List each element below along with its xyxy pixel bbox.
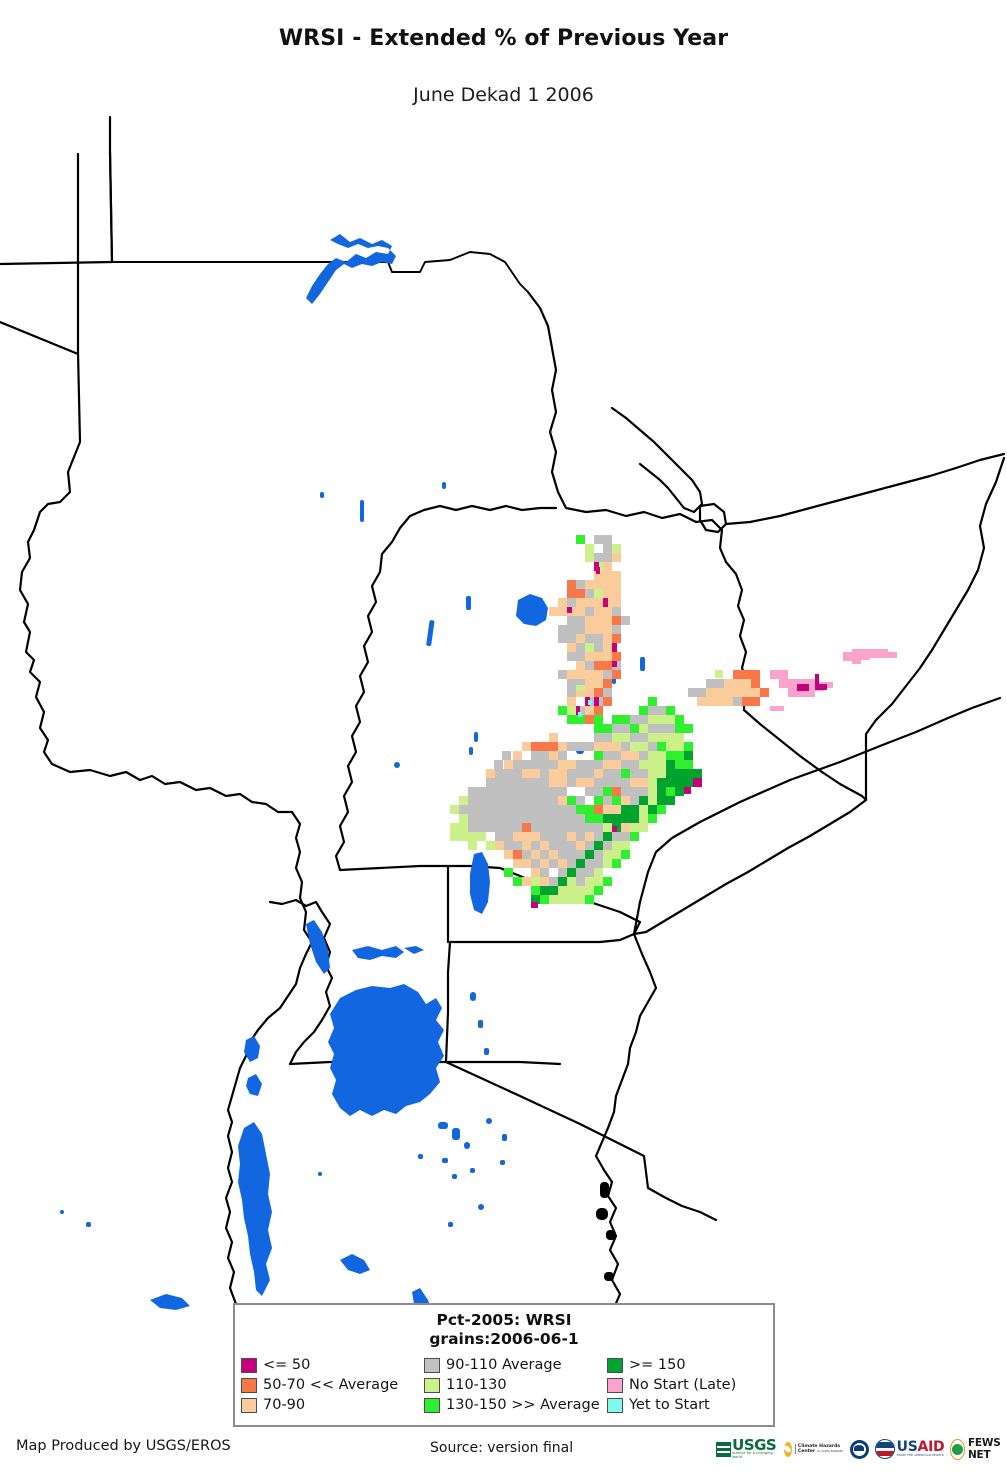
noaa-seal-icon: [849, 1439, 869, 1459]
legend-swatch-icon: [424, 1377, 440, 1393]
chc-logo-text: Climate Hazards Center UC SANTA BARBARA: [794, 1443, 844, 1455]
legend-swatch-icon: [241, 1397, 257, 1413]
legend-swatch-icon: [607, 1377, 623, 1393]
wrsi-raster-north: [549, 535, 630, 724]
country-borders: [0, 115, 1006, 1310]
chc-logo-name: Climate Hazards Center: [797, 1443, 841, 1454]
legend-title: Pct-2005: WRSI grains:2006-06-1: [235, 1311, 773, 1349]
legend-item-label: No Start (Late): [629, 1376, 737, 1393]
usaid-logo: USAID FROM THE AMERICAN PEOPLE: [874, 1436, 945, 1462]
page-title: WRSI - Extended % of Previous Year: [278, 26, 729, 51]
usaid-logo-aid: AID: [917, 1439, 945, 1455]
wrsi-raster-south: [450, 697, 702, 908]
legend-item-label: Yet to Start: [629, 1396, 710, 1413]
map-source: Source: version final: [430, 1440, 574, 1456]
legend-swatch-icon: [607, 1397, 623, 1413]
footer: Map Produced by USGS/EROS Source: versio…: [0, 1432, 1007, 1473]
wrsi-raster-misc: [450, 733, 558, 814]
legend-item-90-110[interactable]: 90-110 Average: [424, 1355, 607, 1375]
usaid-seal-icon: [874, 1439, 895, 1459]
usgs-logo: USGS science for a changing world: [716, 1436, 778, 1462]
wrsi-raster-horn: [688, 649, 897, 711]
legend-item-label: 50-70 << Average: [263, 1376, 399, 1393]
fewsnet-logo: FEWS NET: [950, 1436, 1007, 1462]
chc-drop-icon: [783, 1441, 793, 1457]
legend-item-lte-50[interactable]: <= 50: [241, 1355, 424, 1375]
legend-title-line1: Pct-2005: WRSI: [436, 1311, 572, 1329]
fewsnet-logo-text: FEWS NET: [967, 1437, 1001, 1461]
page-subtitle: June Dekad 1 2006: [413, 84, 594, 106]
legend-item-no-start-late[interactable]: No Start (Late): [607, 1375, 775, 1395]
map-credit: Map Produced by USGS/EROS: [16, 1438, 231, 1454]
legend-item-50-70[interactable]: 50-70 << Average: [241, 1375, 424, 1395]
usgs-mark-icon: [716, 1441, 732, 1457]
legend-item-label: 110-130: [446, 1376, 507, 1393]
usgs-logo-tagline: science for a changing world: [732, 1451, 773, 1459]
chc-logo-tagline: UC SANTA BARBARA: [816, 1450, 844, 1453]
fewsnet-globe-icon: [950, 1438, 965, 1460]
legend-item-130-150[interactable]: 130-150 >> Average: [424, 1395, 607, 1415]
noaa-logo: [849, 1436, 869, 1462]
legend-item-label: <= 50: [263, 1356, 311, 1373]
legend-item-label: 90-110 Average: [446, 1356, 562, 1373]
usgs-logo-text: USGS: [732, 1436, 777, 1454]
map-canvas[interactable]: [0, 112, 1007, 1312]
legend-item-70-90[interactable]: 70-90: [241, 1395, 424, 1415]
legend-item-yet-to-start[interactable]: Yet to Start: [607, 1395, 775, 1415]
usaid-logo-tagline: FROM THE AMERICAN PEOPLE: [896, 1453, 945, 1457]
legend-item-label: 70-90: [263, 1396, 306, 1413]
legend-items: <= 50 90-110 Average >= 150 50-70 << Ave…: [241, 1355, 773, 1415]
legend-item-gte-150[interactable]: >= 150: [607, 1355, 775, 1375]
legend-title-line2: grains:2006-06-1: [429, 1330, 579, 1348]
legend-swatch-icon: [241, 1357, 257, 1373]
map-legend: Pct-2005: WRSI grains:2006-06-1 <= 50 90…: [233, 1303, 775, 1427]
legend-item-label: >= 150: [629, 1356, 686, 1373]
legend-swatch-icon: [424, 1357, 440, 1373]
legend-item-110-130[interactable]: 110-130: [424, 1375, 607, 1395]
usaid-logo-text: USAID: [896, 1439, 945, 1455]
partner-logos: USGS science for a changing world Climat…: [716, 1434, 1007, 1464]
chc-logo: Climate Hazards Center UC SANTA BARBARA: [783, 1436, 844, 1462]
legend-swatch-icon: [607, 1357, 623, 1373]
legend-swatch-icon: [241, 1377, 257, 1393]
legend-item-label: 130-150 >> Average: [446, 1396, 600, 1413]
water-bodies: [60, 234, 645, 1312]
legend-swatch-icon: [424, 1397, 440, 1413]
